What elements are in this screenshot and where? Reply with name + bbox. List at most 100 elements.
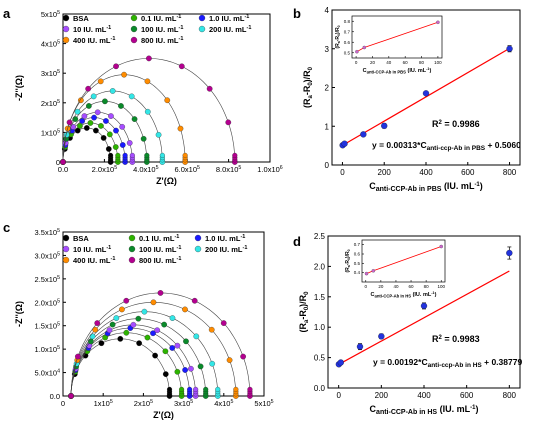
data-point-100	[135, 315, 142, 322]
inset-x-axis-label: Canti-CCP-Ab in PBS (IU. mL-1)	[363, 67, 432, 75]
inset-x-tick-label: 40	[393, 284, 399, 289]
inset-y-tick-label: 0.6	[344, 40, 351, 45]
data-point-10	[94, 109, 101, 116]
data-point-BSA	[136, 340, 142, 347]
data-point-10	[126, 140, 133, 146]
legend-marker-10	[62, 25, 70, 33]
data-point-0.1	[144, 334, 151, 341]
inset-data-point	[364, 271, 369, 276]
data-point-400	[150, 299, 157, 306]
data-point-800	[225, 119, 232, 126]
data-point	[341, 140, 348, 147]
data-point-1.0	[79, 118, 86, 124]
data-point-100	[86, 103, 92, 109]
data-point-800	[191, 297, 198, 304]
x-axis-label: Z'(Ω)	[153, 410, 174, 420]
data-point-0.1	[77, 123, 83, 129]
data-point-0.1	[98, 123, 104, 129]
inset-x-tick-label: 0	[365, 284, 368, 289]
y-tick-label: 3x105	[41, 69, 60, 78]
data-point-400	[226, 357, 233, 363]
data-point-800	[60, 159, 66, 165]
data-point-200	[141, 308, 148, 315]
data-point	[506, 45, 513, 52]
legend-label-800: 800 IU. mL-1	[139, 256, 181, 265]
data-point-800	[123, 297, 130, 304]
x-tick-label: 200	[375, 391, 389, 400]
x-tick-label: 6.0x105	[174, 165, 200, 174]
data-point-800	[146, 55, 152, 62]
fit-line	[338, 270, 510, 365]
data-point	[381, 122, 388, 130]
nyquist-plot-pbs: 0.0 2.0x105 4.0x105 6.0x105 8.0x105 1.0x106 0 1…	[14, 10, 283, 186]
data-point	[506, 249, 513, 257]
inset-x-tick-label: 20	[370, 60, 376, 65]
x-axis-label: Canti-CCP-Ab in HS (IU. mL-1)	[370, 404, 479, 416]
legend-marker-1.0	[198, 14, 206, 22]
x-tick-label: 600	[461, 168, 475, 177]
data-point-400	[164, 97, 171, 104]
data-point-BSA	[117, 335, 124, 342]
legend-label-200: 200 IU. mL-1	[205, 245, 247, 254]
x-tick-label: 5x105	[254, 399, 273, 408]
x-tick-label: 800	[503, 391, 517, 400]
y-tick-label: 1.0x105	[35, 345, 61, 354]
legend-marker-200	[198, 25, 206, 33]
data-point-200	[159, 152, 165, 158]
x-tick-label: 400	[419, 168, 433, 177]
fit-curve-10	[70, 324, 196, 397]
data-point-10	[130, 321, 137, 328]
legend-marker-0.1	[130, 14, 138, 22]
data-point-100	[161, 321, 167, 328]
y-tick-label: 1x105	[41, 128, 60, 137]
legend-label-400: 400 IU. mL-1	[73, 256, 115, 265]
legend-label-400: 400 IU. mL-1	[73, 36, 115, 45]
data-point-0.1	[162, 348, 169, 355]
data-point-100	[102, 98, 108, 105]
legend-label-BSA: BSA	[73, 14, 89, 23]
panel-letter-a: a	[3, 6, 11, 21]
data-point-200	[169, 315, 176, 321]
data-point-400	[97, 78, 104, 85]
x-tick-label: 3x105	[174, 399, 193, 408]
fit-curve-200	[70, 311, 219, 397]
y-axis-label: (Ra-R0)/R0	[302, 66, 314, 108]
data-point-400	[182, 306, 188, 313]
legend-marker-800	[130, 36, 138, 44]
data-point-BSA	[98, 340, 105, 347]
data-point-10	[70, 123, 77, 130]
data-point	[422, 90, 430, 97]
data-point-200	[144, 108, 151, 115]
panel-letter-b: b	[293, 6, 301, 21]
data-point-1.0	[169, 345, 176, 351]
x-axis-label: Z'(Ω)	[156, 176, 177, 186]
data-point-100	[197, 363, 204, 370]
data-point-100	[203, 386, 209, 392]
inset-x-tick-label: 20	[378, 284, 384, 289]
nyquist-plot-hs: 0 1x105 2x105 3x105 4x105 5x105 0.0 5.0x104 1.0x…	[14, 228, 274, 420]
data-point-200	[74, 108, 81, 115]
inset-y-tick-label: 0.8	[344, 19, 351, 24]
data-point-0.1	[123, 329, 130, 336]
x-tick-label: 2x105	[134, 399, 153, 408]
data-point-BSA	[162, 371, 169, 377]
data-point-400	[208, 326, 215, 333]
legend-marker-100	[128, 245, 136, 253]
inset-y-tick-label: 0.5	[354, 261, 361, 266]
fit-curve-400	[70, 301, 237, 397]
x-tick-label: 0	[336, 391, 341, 400]
data-point-BSA	[108, 152, 114, 158]
x-tick-label: 4x105	[214, 399, 233, 408]
x-tick-label: 2.0x105	[92, 165, 118, 174]
x-tick-label: 1x105	[94, 399, 113, 408]
regression-equation: y = 0.00192*Canti-ccp-Ab in HS + 0.38779	[373, 357, 522, 369]
y-tick-label: 2.5x105	[35, 275, 61, 284]
data-point-0.1	[174, 368, 181, 375]
x-tick-label: 800	[503, 168, 517, 177]
y-tick-label: 0.5	[314, 354, 326, 363]
data-point-400	[119, 306, 125, 313]
y-tick-label: 0.0	[314, 384, 326, 393]
data-point-10	[106, 327, 113, 334]
data-point-BSA	[100, 135, 107, 141]
